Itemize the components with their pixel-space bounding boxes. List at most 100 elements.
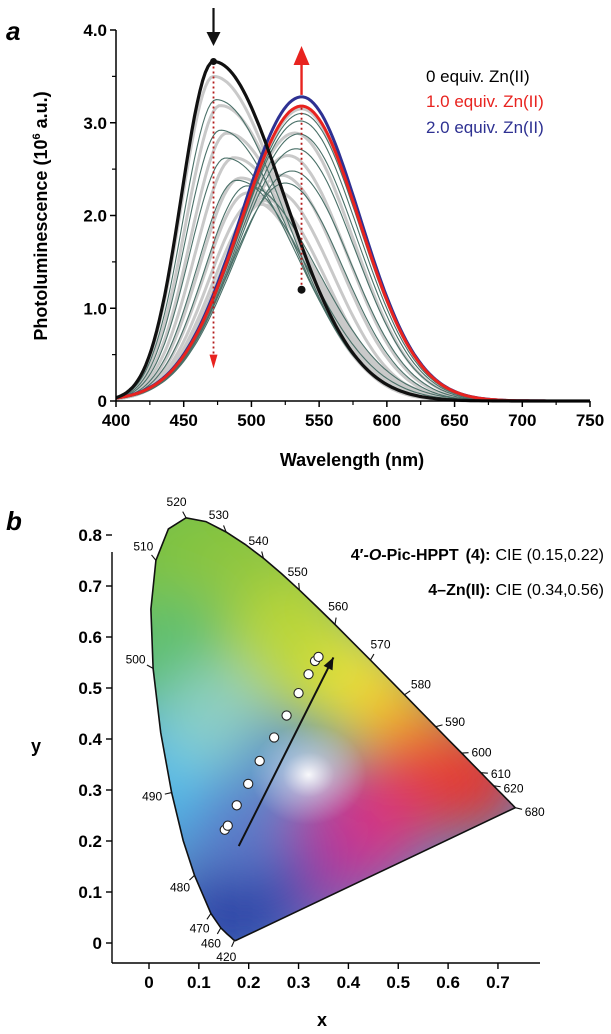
wavelength-label: 520: [167, 495, 187, 509]
wavelength-label: 480: [170, 881, 190, 895]
panel-a-y-tick-label: 4.0: [83, 21, 107, 40]
legend-entry-0-equiv: 0 equiv. Zn(II): [426, 67, 530, 86]
wavelength-label: 570: [370, 638, 390, 652]
wavelength-tick: [216, 927, 222, 935]
trend-arrow-head: [323, 657, 334, 671]
cie-complex-coords: CIE (0.34,0.56): [496, 582, 605, 599]
crossing-marker: [297, 285, 306, 294]
panel-a-x-tick-label: 450: [170, 411, 198, 430]
wavelength-tick: [298, 582, 300, 590]
panel-b-y-tick-label: 0.6: [78, 628, 102, 647]
cie-data-point: [231, 800, 242, 811]
panel-b-x-tick-label: 0.3: [287, 973, 311, 992]
peak-marker: [210, 58, 218, 66]
cie-color-fill: [150, 517, 516, 941]
cie-compound-rest: -Pic-HPPT: [381, 547, 459, 564]
wavelength-label: 600: [472, 745, 492, 759]
wavelength-label: 550: [288, 565, 308, 579]
panel-b-y-tick-label: 0: [93, 934, 102, 953]
wavelength-tick: [404, 690, 411, 696]
cie-label-zn-complex: 4–Zn(II): CIE (0.34,0.56): [428, 582, 604, 599]
cie-data-point: [313, 651, 324, 663]
titration-trace: [115, 148, 590, 402]
spectral-locus: [150, 516, 517, 942]
panel-a-x-tick-label: 700: [508, 411, 536, 430]
panel-b-y-tick-label: 0.8: [78, 526, 102, 545]
wavelength-label: 460: [201, 937, 221, 951]
cie-data-point: [222, 820, 233, 831]
panel-b-x-tick-label: 0: [144, 973, 153, 992]
panel-b-y-tick-label: 0.7: [78, 577, 102, 596]
wavelength-label: 500: [126, 653, 146, 667]
panel-b-y-tick-label: 0.1: [78, 883, 102, 902]
wavelength-tick: [151, 554, 157, 561]
panel-a-x-axis-title: Wavelength (nm): [280, 450, 424, 470]
wavelength-label: 530: [209, 508, 229, 522]
panel-b-y-tick-label: 0.5: [78, 679, 102, 698]
wavelength-tick: [369, 653, 375, 661]
wavelength-tick: [223, 525, 227, 533]
panel-a-x-tick-label: 500: [237, 411, 265, 430]
cie-complex-name: 4–Zn(II): [428, 582, 485, 599]
panel-a-x-tick-label: 750: [576, 411, 604, 430]
wavelength-label: 420: [216, 950, 236, 964]
cie-compound-sep: :: [485, 547, 490, 564]
wavelength-tick: [334, 617, 337, 625]
panel-b-x-tick-label: 0.7: [486, 973, 510, 992]
panel-a-y-axis-title: Photoluminescence (106 a.u.): [31, 91, 51, 340]
panel-a-axes: 400 450 500 550 600 650 700 750 0 1.0 2.0 3.0 4.0: [83, 21, 604, 430]
cie-complex-sep: :: [485, 582, 490, 599]
wavelength-tick: [480, 772, 488, 774]
panel-b-y-tick-label: 0.4: [78, 730, 102, 749]
wavelength-tick: [182, 511, 187, 519]
wavelength-label: 510: [133, 539, 153, 553]
wavelength-tick: [435, 724, 443, 728]
wavelength-tick: [231, 940, 235, 948]
wavelength-tick: [189, 874, 195, 881]
wavelength-tick: [261, 551, 264, 559]
cie-data-point: [303, 669, 314, 680]
wavelength-label: 680: [525, 805, 545, 819]
drop-line-arrowhead: [209, 354, 218, 369]
panel-b-y-axis-title: y: [31, 736, 41, 756]
wavelength-label: 610: [491, 767, 511, 781]
legend-entry-1-equiv: 1.0 equiv. Zn(II): [426, 92, 544, 111]
wavelength-label: 580: [411, 678, 431, 692]
wavelength-tick: [206, 913, 212, 920]
panel-a-x-tick-label: 400: [102, 411, 130, 430]
wavelength-tick: [493, 785, 501, 788]
panel-b-y-tick-label: 0.2: [78, 832, 102, 851]
cie-data-point: [243, 778, 254, 790]
wavelength-label: 540: [249, 534, 269, 548]
wavelength-label: 490: [142, 790, 162, 804]
panel-b-x-tick-label: 0.1: [187, 973, 211, 992]
wavelength-label: 470: [190, 921, 210, 935]
panel-a-x-tick-label: 600: [373, 411, 401, 430]
panel-a-x-tick-label: 650: [440, 411, 468, 430]
panel-a-legend: 0 equiv. Zn(II) 1.0 equiv. Zn(II) 2.0 eq…: [426, 67, 544, 137]
panel-b-axes: 0 0.1 0.2 0.3 0.4 0.5 0.6 0.7 0 0.1 0.2 0.3 0.4 0.5 0.…: [78, 526, 540, 992]
trend-arrow-shaft: [237, 656, 335, 847]
cie-data-point: [293, 687, 304, 699]
panel-a-y-axis-title-unit: a.u.): [31, 91, 51, 133]
cie-compound-coords: CIE (0.15,0.22): [496, 547, 605, 564]
wavelength-label: 560: [328, 600, 348, 614]
wavelength-label: 590: [445, 715, 465, 729]
panel-a-y-tick-label: 2.0: [83, 207, 107, 226]
panel-a-y-tick-label: 1.0: [83, 299, 107, 318]
cie-label-free-ligand: 4′-O-Pic-HPPT (4): CIE (0.15,0.22): [351, 547, 604, 564]
panel-b-label: b: [6, 506, 22, 536]
legend-entry-2-equiv: 2.0 equiv. Zn(II): [426, 118, 544, 137]
wavelength-label: 620: [503, 781, 523, 795]
panel-a: a 400 450 500 550 600 650 700 75001.02.03.04.0 …: [6, 8, 604, 470]
panel-a-y-tick-label: 0: [98, 392, 107, 411]
panel-a-x-tick-label: 550: [305, 411, 333, 430]
wavelength-tick: [164, 792, 172, 795]
panel-a-y-tick-label: 3.0: [83, 114, 107, 133]
arrow-down-head: [206, 32, 221, 46]
wavelength-tick: [515, 807, 523, 810]
cie-data-point: [254, 755, 265, 767]
